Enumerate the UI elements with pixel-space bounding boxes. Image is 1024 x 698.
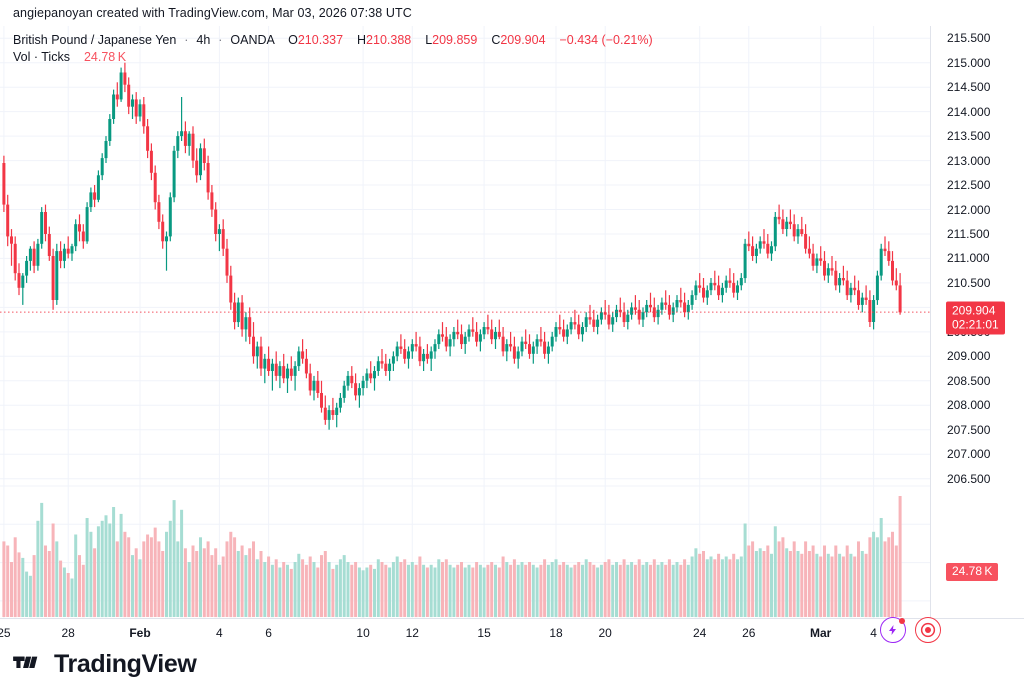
time-tick: Feb — [129, 626, 151, 640]
chart-container[interactable]: British Pound / Japanese Yen · 4h · OAND… — [0, 26, 1024, 646]
time-tick: Mar — [810, 626, 832, 640]
lightning-bolt-icon — [889, 625, 896, 635]
time-scale[interactable]: 25 28 Feb 4 6 10 12 15 18 20 24 26 Mar 4 — [0, 618, 1024, 646]
time-tick: 15 — [477, 626, 491, 640]
price-tick: 215.000 — [947, 55, 991, 70]
attribution-text: angiepanoyan created with TradingView.co… — [13, 6, 412, 20]
price-tick: 212.000 — [947, 202, 991, 217]
current-price-line — [0, 311, 930, 313]
time-tick: 18 — [549, 626, 563, 640]
price-scale[interactable]: 215.500 215.000 214.500 214.000 213.500 213.0… — [930, 26, 1024, 618]
price-tick: 212.500 — [947, 178, 991, 192]
price-tick: 209.000 — [947, 349, 991, 364]
price-tick: 214.000 — [947, 104, 991, 119]
price-tick: 211.000 — [947, 251, 990, 266]
record-target-icon — [920, 622, 936, 638]
tradingview-brand: TradingView — [13, 650, 197, 678]
price-tick: 208.500 — [947, 373, 991, 388]
tradingview-logo-icon — [13, 656, 38, 668]
candlestick-series — [2, 62, 902, 618]
price-tick: 207.000 — [947, 447, 991, 462]
brand-name: TradingView — [54, 650, 197, 678]
record-target-button[interactable] — [915, 617, 941, 643]
time-tick: 28 — [61, 626, 75, 640]
time-tick: 10 — [356, 626, 370, 640]
price-tick: 213.000 — [947, 153, 991, 168]
price-tick: 211.500 — [947, 227, 990, 241]
lightning-bolt-button[interactable] — [880, 617, 906, 643]
time-tick: 12 — [405, 626, 419, 640]
current-price-value: 209.904 — [952, 303, 996, 318]
time-tick: 20 — [598, 626, 612, 640]
time-tick: 25 — [0, 626, 11, 640]
price-tick: 210.500 — [947, 275, 991, 290]
time-tick: 4 — [216, 626, 223, 640]
price-tick: 206.500 — [947, 471, 991, 486]
price-tick: 215.500 — [947, 31, 991, 46]
time-tick: 24 — [693, 626, 707, 640]
price-tick: 208.000 — [947, 398, 991, 413]
notification-badge-dot — [899, 618, 905, 624]
time-tick: 4 — [870, 626, 877, 640]
price-tick: 213.500 — [947, 129, 991, 144]
time-tick: 6 — [265, 626, 272, 640]
volume-badge[interactable]: 24.78 K — [946, 563, 999, 581]
bar-countdown: 02:21:01 — [952, 317, 999, 332]
time-tick: 26 — [742, 626, 756, 640]
current-price-badge[interactable]: 209.904 02:21:01 — [946, 301, 1005, 335]
price-tick: 207.500 — [947, 422, 991, 437]
chart-plot-area[interactable] — [0, 26, 930, 618]
price-tick: 214.500 — [947, 80, 991, 95]
